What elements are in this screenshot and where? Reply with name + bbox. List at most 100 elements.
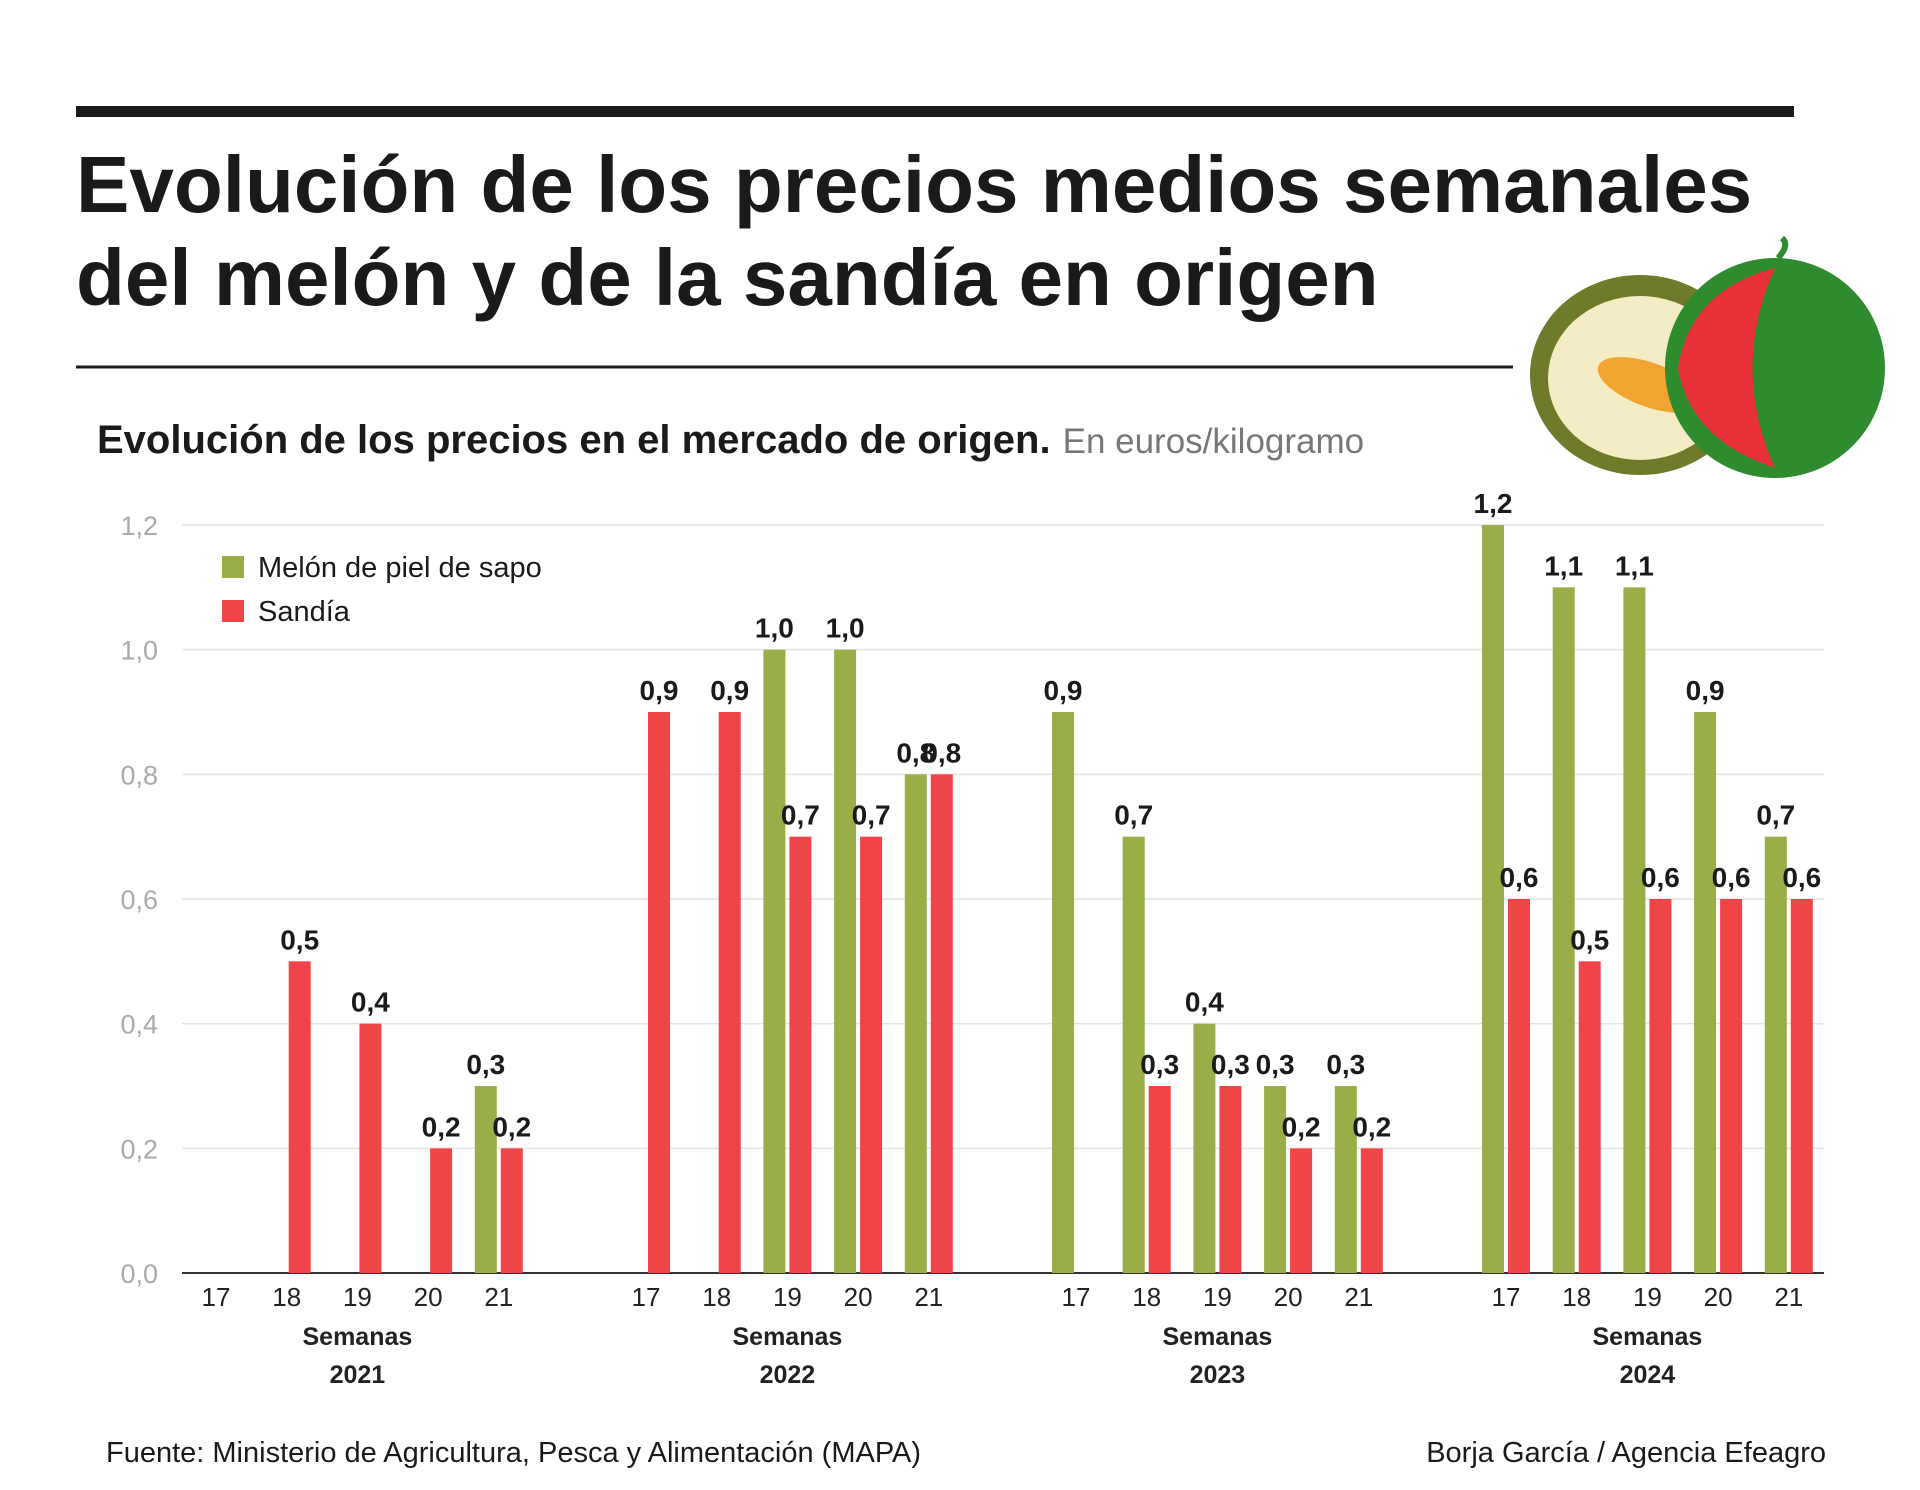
value-label: 1,1 [1544, 550, 1583, 581]
legend-label: Melón de piel de sapo [258, 552, 542, 584]
group-label: Semanas [733, 1323, 843, 1351]
bar [1052, 712, 1074, 1273]
value-label: 1,1 [1615, 550, 1654, 581]
unit: En euros/kilogramo [1063, 422, 1365, 461]
source: Fuente: Ministerio de Agricultura, Pesca… [106, 1437, 921, 1469]
chart-title: del melón y de la sandía en origen [76, 233, 1379, 322]
credit: Borja García / Agencia Efeagro [1426, 1437, 1826, 1469]
bar [1122, 836, 1145, 1273]
y-tick-label: 1,2 [120, 511, 158, 541]
value-label: 0,7 [781, 800, 820, 831]
value-label: 0,2 [1352, 1111, 1391, 1142]
x-tick-label: 20 [414, 1282, 443, 1312]
bar [474, 1086, 497, 1273]
x-tick-label: 19 [343, 1282, 372, 1312]
value-label: 0,6 [1500, 862, 1539, 893]
bar [1290, 1148, 1313, 1273]
value-label: 0,8 [922, 737, 961, 768]
value-label: 0,3 [466, 1049, 505, 1080]
chart-title: Evolución de los precios medios semanale… [76, 140, 1752, 229]
group-year: 2021 [330, 1361, 386, 1389]
bar [288, 961, 311, 1273]
value-label: 0,4 [1185, 987, 1224, 1018]
value-label: 0,9 [1686, 675, 1725, 706]
bar [1790, 899, 1813, 1273]
bar [1552, 587, 1575, 1273]
watermelon-flesh [1678, 268, 1775, 468]
bar [1720, 899, 1743, 1273]
bar [1193, 1023, 1216, 1273]
x-tick-label: 19 [1633, 1282, 1662, 1312]
value-label: 0,2 [422, 1111, 461, 1142]
value-label: 1,2 [1474, 488, 1513, 519]
bar [763, 649, 786, 1273]
bar [1219, 1086, 1242, 1273]
value-label: 0,2 [492, 1111, 531, 1142]
x-tick-label: 21 [914, 1282, 943, 1312]
x-tick-label: 20 [1274, 1282, 1303, 1312]
bar [1264, 1086, 1287, 1273]
y-tick-label: 0,8 [120, 760, 158, 790]
x-tick-label: 17 [1492, 1282, 1521, 1312]
x-tick-label: 21 [484, 1282, 513, 1312]
group-year: 2024 [1620, 1361, 1676, 1389]
bar [1694, 712, 1717, 1273]
group-label: Semanas [1163, 1323, 1273, 1351]
value-label: 0,3 [1140, 1049, 1179, 1080]
value-label: 1,0 [826, 613, 865, 644]
bar [860, 836, 883, 1273]
value-label: 0,3 [1211, 1049, 1250, 1080]
bar [1649, 899, 1672, 1273]
value-label: 0,6 [1712, 862, 1751, 893]
bar [789, 836, 812, 1273]
bar [500, 1148, 523, 1273]
subtitle: Evolución de los precios en el mercado d… [97, 418, 1364, 462]
x-tick-label: 18 [1562, 1282, 1591, 1312]
bar [834, 649, 857, 1273]
group-label: Semanas [1593, 1323, 1703, 1351]
x-tick-label: 17 [632, 1282, 661, 1312]
value-label: 0,2 [1282, 1111, 1321, 1142]
y-tick-label: 0,4 [120, 1010, 158, 1040]
x-tick-label: 19 [773, 1282, 802, 1312]
y-tick-label: 0,2 [120, 1134, 158, 1164]
x-tick-label: 20 [844, 1282, 873, 1312]
value-label: 0,4 [351, 987, 390, 1018]
bar [1360, 1148, 1383, 1273]
value-label: 0,9 [1044, 675, 1083, 706]
fruit-illustration [1530, 235, 1885, 478]
value-label: 0,3 [1326, 1049, 1365, 1080]
bar [1508, 899, 1530, 1273]
x-tick-label: 18 [272, 1282, 301, 1312]
bar [904, 774, 927, 1273]
legend-swatch [222, 556, 244, 578]
y-tick-label: 0,6 [120, 885, 158, 915]
value-label: 0,6 [1641, 862, 1680, 893]
value-label: 0,3 [1256, 1049, 1295, 1080]
bar [430, 1148, 453, 1273]
bar [1623, 587, 1646, 1273]
bar [1482, 525, 1504, 1273]
bar [359, 1023, 382, 1273]
legend-swatch [222, 600, 244, 622]
bar [1764, 836, 1787, 1273]
value-label: 0,8 [896, 737, 935, 768]
bar [930, 774, 953, 1273]
bar [1334, 1086, 1357, 1273]
value-label: 1,0 [755, 613, 794, 644]
value-label: 0,7 [852, 800, 891, 831]
value-label: 0,5 [280, 924, 319, 955]
x-tick-label: 18 [702, 1282, 731, 1312]
value-label: 0,7 [1114, 800, 1153, 831]
value-label: 0,5 [1570, 924, 1609, 955]
group-year: 2023 [1190, 1361, 1246, 1389]
x-tick-label: 18 [1132, 1282, 1161, 1312]
group-label: Semanas [303, 1323, 413, 1351]
bar [1148, 1086, 1171, 1273]
group-year: 2022 [760, 1361, 816, 1389]
top-bar [76, 106, 1794, 117]
x-tick-label: 21 [1774, 1282, 1803, 1312]
value-label: 0,7 [1756, 800, 1795, 831]
